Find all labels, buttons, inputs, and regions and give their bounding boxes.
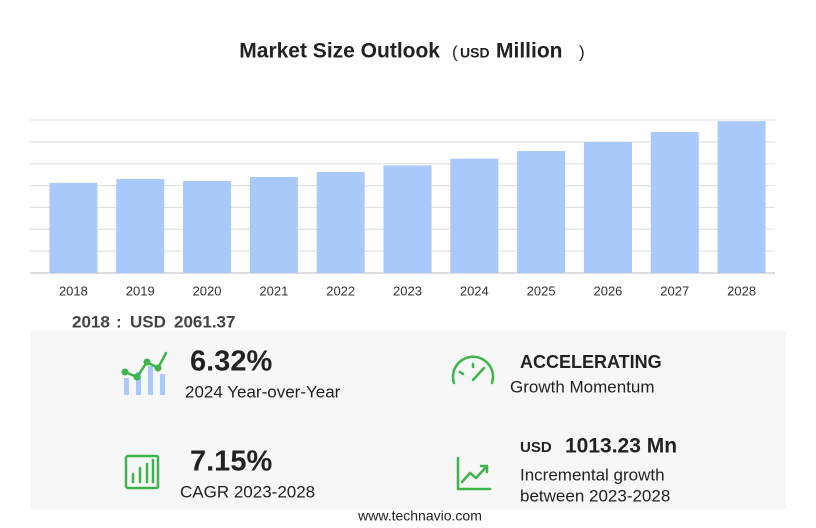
subtitle-unit: Million bbox=[496, 40, 563, 63]
subtitle-paren: ( bbox=[452, 42, 458, 61]
footer: www.technavio.com bbox=[357, 508, 482, 524]
bar bbox=[249, 177, 298, 273]
x-tick-label: 2018 bbox=[59, 283, 88, 298]
x-tick-label: 2021 bbox=[259, 283, 288, 298]
x-tick-label: 2028 bbox=[727, 283, 756, 298]
x-tick-label: 2027 bbox=[660, 283, 689, 298]
x-tick-label: 2019 bbox=[126, 283, 155, 298]
plot: 2018 2019 2020 2021 2022 2023 2024 2025 2026 2027… bbox=[30, 119, 775, 298]
momentum-icon bbox=[451, 355, 495, 385]
highlight-value: 2061.37 bbox=[174, 312, 235, 331]
x-tick-label: 2025 bbox=[527, 283, 556, 298]
subtitle-currency: USD bbox=[460, 45, 490, 61]
x-tick-label: 2024 bbox=[460, 283, 489, 298]
bar bbox=[183, 180, 232, 273]
x-tick-label: 2023 bbox=[393, 283, 422, 298]
x-tick-label: 2020 bbox=[193, 283, 222, 298]
momentum-value: ACCELERATING bbox=[520, 352, 662, 372]
yoy-label: 2024 Year-over-Year bbox=[185, 382, 341, 401]
yoy-value: 6.32% bbox=[190, 346, 272, 378]
x-tick-label: 2026 bbox=[593, 283, 622, 298]
bar bbox=[517, 150, 566, 273]
bar bbox=[650, 131, 699, 273]
incremental-value: 1013.23 Mn bbox=[565, 435, 677, 458]
bar bbox=[717, 121, 766, 273]
chart-title: Market Size Outlook bbox=[239, 40, 440, 63]
momentum-label: Growth Momentum bbox=[510, 377, 655, 396]
incremental-currency: USD bbox=[520, 439, 552, 456]
cagr-value: 7.15% bbox=[190, 446, 272, 478]
bar bbox=[583, 141, 632, 273]
subtitle-paren: ) bbox=[579, 42, 585, 61]
x-tick-label: 2022 bbox=[326, 283, 355, 298]
cagr-icon bbox=[124, 454, 160, 490]
bar bbox=[116, 179, 165, 273]
highlight-year: 2018 bbox=[72, 312, 110, 331]
stats-panel bbox=[30, 330, 786, 510]
incremental-label: between 2023-2028 bbox=[520, 486, 670, 505]
yoy-icon bbox=[121, 351, 168, 395]
highlight-currency: USD bbox=[130, 312, 166, 331]
cagr-label: CAGR 2023-2028 bbox=[180, 482, 315, 501]
bar bbox=[49, 182, 98, 273]
incremental-icon bbox=[456, 456, 492, 491]
highlight-sep: : bbox=[116, 312, 122, 331]
incremental-label: Incremental growth bbox=[520, 465, 665, 484]
bar bbox=[316, 171, 365, 273]
bar bbox=[450, 158, 499, 273]
bar bbox=[383, 165, 432, 273]
